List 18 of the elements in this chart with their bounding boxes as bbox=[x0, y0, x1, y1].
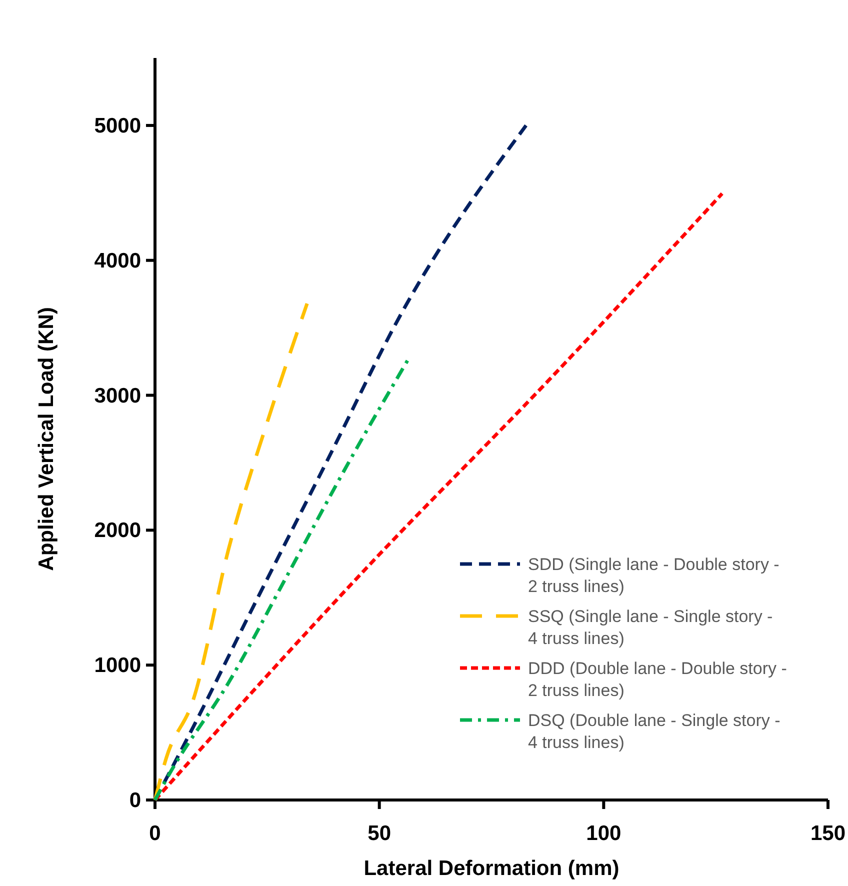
legend-label: SDD (Single lane - Double story - 2 truss lines) bbox=[528, 555, 780, 596]
x-tick-label: 50 bbox=[368, 822, 392, 845]
y-tick-label: 0 bbox=[129, 789, 141, 812]
legend-label: DSQ (Double lane - Single story - 4 truss lines) bbox=[528, 711, 780, 752]
x-axis-title: Lateral Deformation (mm) bbox=[364, 857, 620, 880]
line-series bbox=[153, 302, 309, 802]
y-tick-label: 3000 bbox=[94, 384, 141, 408]
y-tick-label: 5000 bbox=[94, 114, 141, 138]
legend-label: SSQ (Single lane - Single story - 4 truss lines) bbox=[528, 607, 773, 648]
y-tick-label: 2000 bbox=[94, 519, 141, 542]
x-tick-label: 0 bbox=[149, 822, 161, 845]
y-axis-title: Applied Vertical Load (KN) bbox=[35, 307, 58, 571]
x-tick-label: 100 bbox=[586, 822, 622, 845]
y-tick-label: 1000 bbox=[94, 654, 141, 678]
x-tick-label: 150 bbox=[810, 822, 846, 845]
legend-label: DDD (Double lane - Double story - 2 truss lines) bbox=[528, 659, 787, 700]
y-tick-label: 4000 bbox=[94, 249, 141, 272]
line-series bbox=[153, 357, 410, 802]
